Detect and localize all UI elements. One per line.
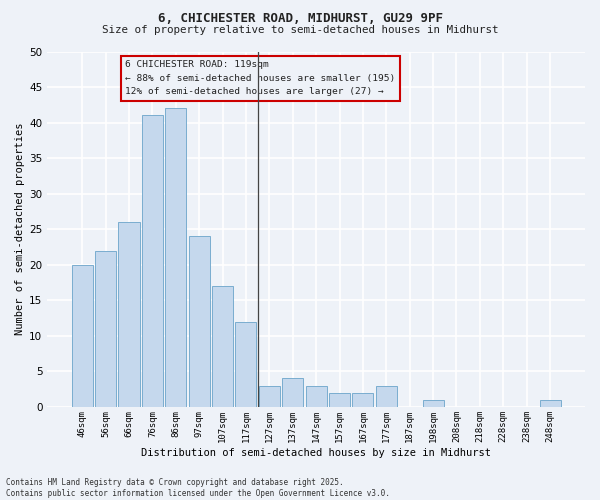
- Bar: [259, 386, 280, 407]
- Bar: [352, 392, 373, 407]
- Bar: [165, 108, 187, 407]
- Bar: [235, 322, 256, 407]
- Bar: [188, 236, 210, 407]
- Bar: [118, 222, 140, 407]
- Y-axis label: Number of semi-detached properties: Number of semi-detached properties: [15, 123, 25, 336]
- Text: Size of property relative to semi-detached houses in Midhurst: Size of property relative to semi-detach…: [102, 25, 498, 35]
- Text: 6, CHICHESTER ROAD, MIDHURST, GU29 9PF: 6, CHICHESTER ROAD, MIDHURST, GU29 9PF: [157, 12, 443, 26]
- Bar: [72, 265, 93, 407]
- Bar: [95, 250, 116, 407]
- Bar: [329, 392, 350, 407]
- Text: Contains HM Land Registry data © Crown copyright and database right 2025.
Contai: Contains HM Land Registry data © Crown c…: [6, 478, 390, 498]
- Bar: [305, 386, 326, 407]
- X-axis label: Distribution of semi-detached houses by size in Midhurst: Distribution of semi-detached houses by …: [141, 448, 491, 458]
- Bar: [282, 378, 303, 407]
- Bar: [142, 116, 163, 407]
- Bar: [539, 400, 560, 407]
- Bar: [376, 386, 397, 407]
- Bar: [212, 286, 233, 407]
- Text: 6 CHICHESTER ROAD: 119sqm
← 88% of semi-detached houses are smaller (195)
12% of: 6 CHICHESTER ROAD: 119sqm ← 88% of semi-…: [125, 60, 395, 96]
- Bar: [422, 400, 443, 407]
